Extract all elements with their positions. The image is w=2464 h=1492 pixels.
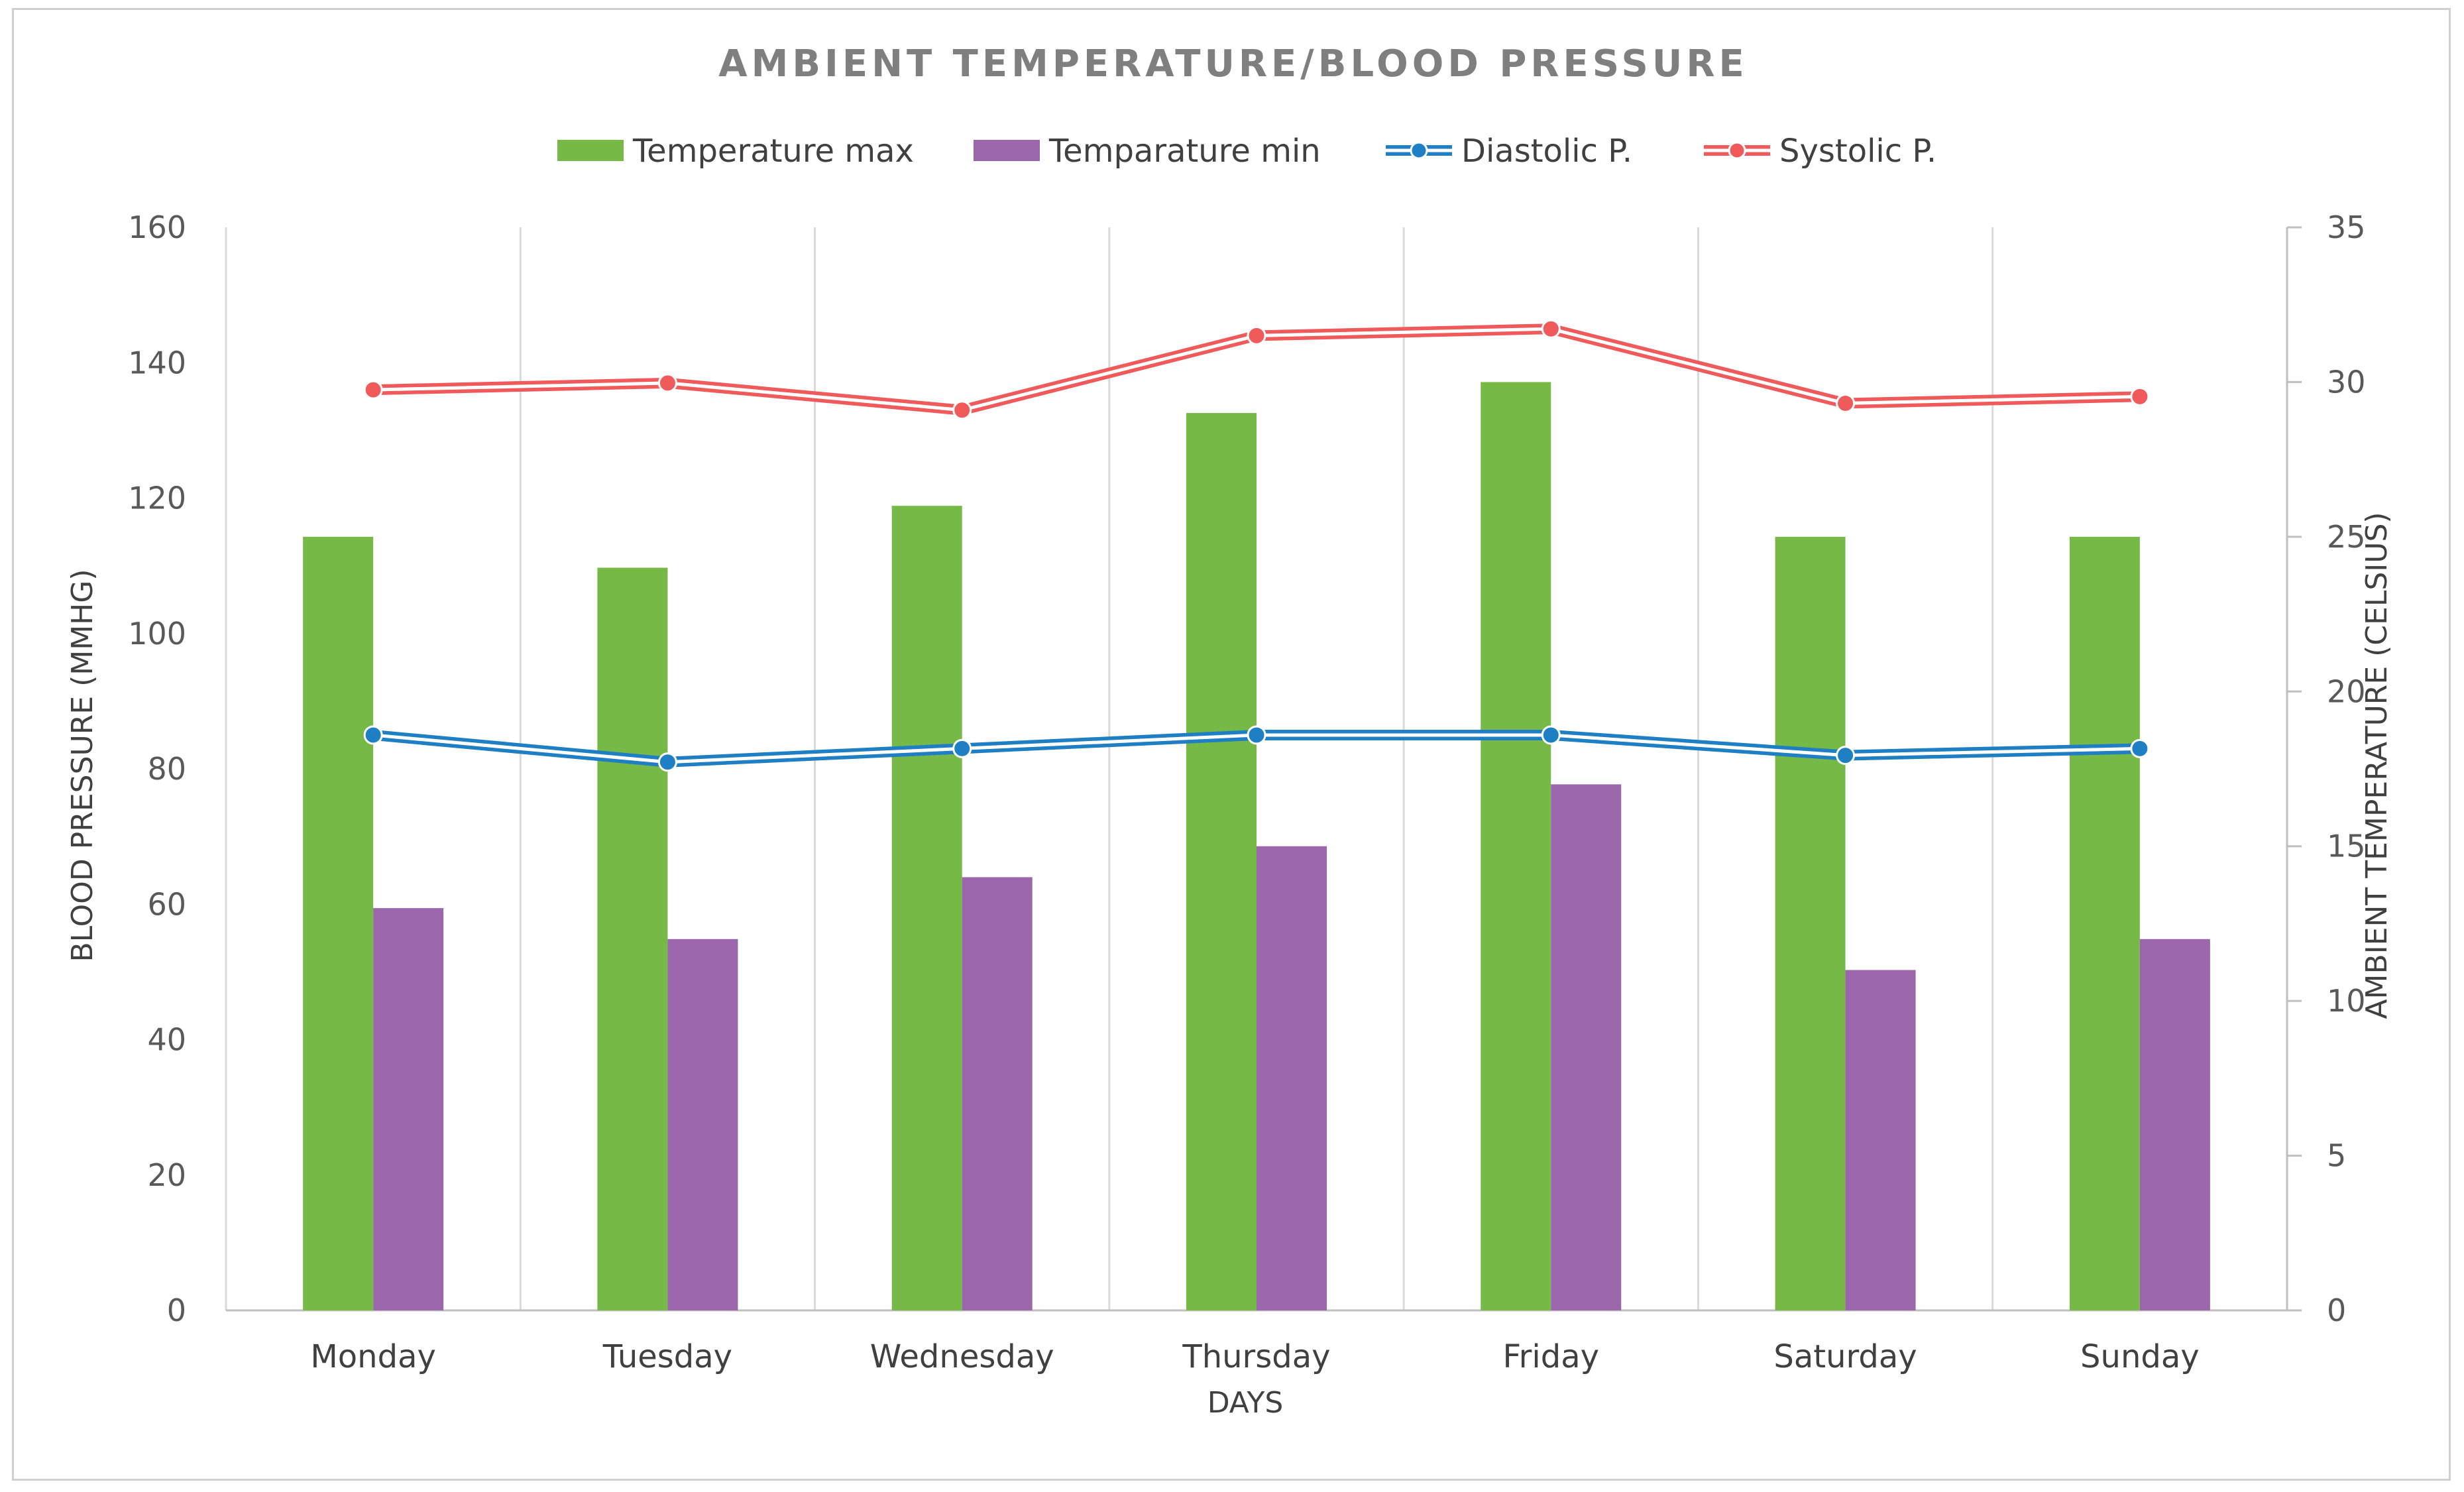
left-axis-label: BLOOD PRESSURE (MMHG) bbox=[66, 569, 99, 962]
left-tick-label: 20 bbox=[147, 1157, 186, 1193]
x-axis-label: DAYS bbox=[1207, 1386, 1284, 1420]
bar-temperature-min bbox=[373, 908, 444, 1310]
diastolic-p-point bbox=[952, 738, 972, 758]
right-axis-ticks: 0 5 10 15 20 25 30 35 bbox=[2287, 209, 2366, 1328]
right-tick-label: 20 bbox=[2327, 673, 2366, 709]
legend-label-temparature-min: Temparature min bbox=[1048, 133, 1321, 170]
right-tick-label: 0 bbox=[2327, 1292, 2346, 1328]
left-tick-label: 140 bbox=[128, 345, 186, 380]
bar-temperature-max bbox=[303, 536, 374, 1310]
left-tick-label: 120 bbox=[128, 481, 186, 516]
right-tick-label: 30 bbox=[2327, 364, 2366, 400]
legend-swatch-temperature-max bbox=[557, 140, 624, 161]
diastolic-p-point bbox=[657, 752, 677, 772]
legend-marker-systolic-p bbox=[1728, 141, 1746, 160]
diastolic-p-point bbox=[363, 725, 383, 745]
bar-temperature-max bbox=[1186, 413, 1257, 1310]
chart-title: AMBIENT TEMPERATURE/BLOOD PRESSURE bbox=[718, 42, 1748, 86]
systolic-p-point bbox=[952, 400, 972, 420]
bar-temperature-max bbox=[597, 567, 668, 1310]
bar-temperature-min bbox=[1551, 784, 1622, 1310]
bar-temperature-min bbox=[2139, 939, 2210, 1310]
right-tick-label: 15 bbox=[2327, 829, 2366, 864]
bar-temperature-max bbox=[891, 506, 962, 1311]
category-label: Tuesday bbox=[602, 1338, 732, 1375]
category-label: Sunday bbox=[2080, 1338, 2200, 1375]
category-label: Thursday bbox=[1182, 1338, 1330, 1375]
bar-temperature-max bbox=[2069, 536, 2140, 1310]
category-labels: Monday Tuesday Wednesday Thursday Friday Satu… bbox=[310, 1338, 2199, 1375]
diastolic-p-point bbox=[1247, 725, 1266, 745]
right-tick-label: 25 bbox=[2327, 519, 2366, 555]
right-tick-label: 10 bbox=[2327, 983, 2366, 1019]
systolic-p-point bbox=[363, 380, 383, 400]
left-tick-label: 40 bbox=[147, 1022, 186, 1058]
systolic-p-point bbox=[1541, 319, 1561, 339]
bars bbox=[303, 382, 2210, 1311]
bar-temperature-min bbox=[962, 877, 1033, 1310]
legend-label-temperature-max: Temperature max bbox=[632, 133, 914, 170]
left-axis-ticks: 0 20 40 60 80 100 120 140 160 bbox=[128, 209, 186, 1328]
category-label: Saturday bbox=[1773, 1338, 1917, 1375]
legend-swatch-temparature-min bbox=[974, 140, 1040, 161]
right-axis-label: AMBIENT TEMPERATURE (CELSIUS) bbox=[2360, 512, 2394, 1019]
diastolic-p-point bbox=[2130, 738, 2150, 758]
legend-marker-diastolic-p bbox=[1410, 141, 1428, 160]
category-label: Monday bbox=[310, 1338, 436, 1375]
legend-label-diastolic-p: Diastolic P. bbox=[1461, 133, 1632, 170]
chart-canvas: AMBIENT TEMPERATURE/BLOOD PRESSURE Tempe… bbox=[66, 42, 2394, 1420]
systolic-p-point bbox=[657, 373, 677, 393]
legend-label-systolic-p: Systolic P. bbox=[1779, 133, 1936, 170]
left-tick-label: 60 bbox=[147, 886, 186, 922]
legend: Temperature max Temparature min Diastolic … bbox=[557, 133, 1936, 170]
right-tick-label: 5 bbox=[2327, 1138, 2346, 1174]
bar-temperature-max bbox=[1481, 382, 1551, 1310]
diastolic-p-point bbox=[1541, 725, 1561, 745]
left-tick-label: 160 bbox=[128, 209, 186, 245]
bar-temperature-min bbox=[667, 939, 738, 1310]
left-tick-label: 100 bbox=[128, 616, 186, 652]
left-tick-label: 0 bbox=[167, 1292, 186, 1328]
bar-temperature-max bbox=[1775, 536, 1846, 1310]
bar-temperature-min bbox=[1257, 846, 1327, 1310]
diastolic-p-point bbox=[1836, 746, 1856, 766]
chart-frame: AMBIENT TEMPERATURE/BLOOD PRESSURE Tempe… bbox=[12, 8, 2451, 1481]
systolic-p-point bbox=[1836, 394, 1856, 414]
category-label: Friday bbox=[1503, 1338, 1599, 1375]
systolic-p-point bbox=[2130, 386, 2150, 406]
bar-temperature-min bbox=[1845, 970, 1916, 1310]
systolic-p-point bbox=[1247, 325, 1266, 345]
right-tick-label: 35 bbox=[2327, 209, 2366, 245]
left-tick-label: 80 bbox=[147, 751, 186, 787]
category-label: Wednesday bbox=[870, 1338, 1054, 1375]
lines bbox=[363, 319, 2150, 772]
